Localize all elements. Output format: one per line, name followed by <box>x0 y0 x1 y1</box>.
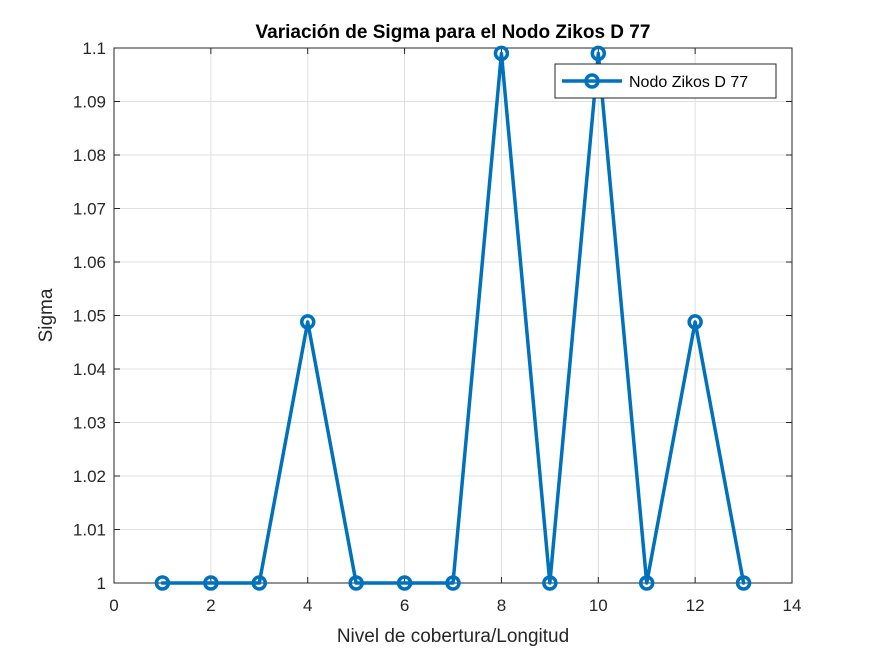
data-point-marker <box>251 575 268 591</box>
y-tick-label: 1.03 <box>73 414 106 433</box>
data-point-marker <box>154 575 171 591</box>
legend-label: Nodo Zikos D 77 <box>629 74 748 91</box>
x-tick-label: 2 <box>206 596 215 615</box>
data-point-marker <box>348 575 364 591</box>
data-point-marker <box>396 575 413 591</box>
data-point-marker <box>445 575 461 591</box>
y-tick-label: 1.07 <box>73 200 106 219</box>
series-line <box>160 51 746 585</box>
y-tick-label: 1.04 <box>73 360 106 379</box>
legend-marker-sample <box>584 73 600 89</box>
y-tick-label: 1.02 <box>73 467 106 486</box>
y-tick-label: 1.05 <box>73 307 106 326</box>
data-point-marker <box>542 575 558 591</box>
y-tick-label: 1.01 <box>73 521 106 540</box>
x-tick-label: 6 <box>400 596 409 615</box>
x-tick-label: 10 <box>589 596 608 615</box>
y-axis-title: Sigma <box>36 288 57 342</box>
y-tick-label: 1.06 <box>73 253 106 272</box>
x-tick-label: 0 <box>109 596 118 615</box>
x-tick-label: 12 <box>686 596 705 615</box>
legend: Nodo Zikos D 77 <box>554 63 777 99</box>
chart-title: Variación de Sigma para el Nodo Zikos D … <box>256 22 651 43</box>
y-tick-label: 1.09 <box>73 93 106 112</box>
y-tick-label: 1.1 <box>82 39 106 58</box>
data-point-marker <box>299 314 316 330</box>
grid <box>114 48 792 583</box>
data-point-marker <box>687 314 703 330</box>
data-point-marker <box>493 45 510 62</box>
y-tick-label: 1 <box>97 574 106 593</box>
x-axis-title: Nivel de cobertura/Longitud <box>337 626 569 647</box>
data-point-marker <box>735 575 752 591</box>
y-tick-label: 1.08 <box>73 146 106 165</box>
x-axis-tick-labels: 0 2 4 6 8 10 12 14 <box>109 596 801 615</box>
x-tick-label: 14 <box>783 596 802 615</box>
data-point-marker <box>203 575 219 591</box>
data-point-marker <box>638 575 655 591</box>
x-tick-label: 8 <box>497 596 506 615</box>
series-group <box>154 45 752 591</box>
x-tick-label: 4 <box>303 596 312 615</box>
data-point-marker <box>590 45 607 62</box>
y-axis-tick-labels: 1 1.01 1.02 1.03 1.04 1.05 1.06 1.07 1.08 1.09 1.1 <box>73 39 106 593</box>
